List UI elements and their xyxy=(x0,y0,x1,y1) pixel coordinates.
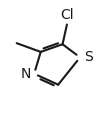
Text: S: S xyxy=(84,50,93,64)
Text: Cl: Cl xyxy=(60,8,74,22)
Text: N: N xyxy=(20,67,31,81)
